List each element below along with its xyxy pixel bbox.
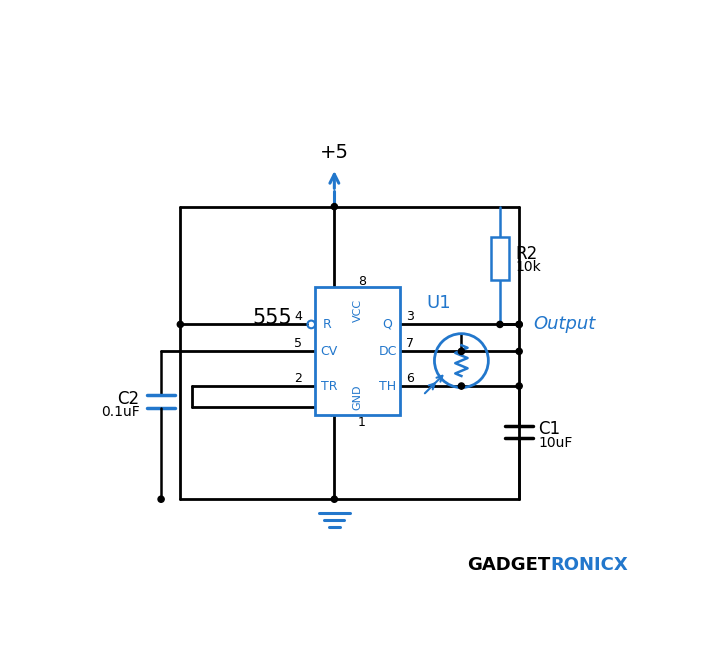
Text: 1: 1 <box>358 416 366 429</box>
Text: 3: 3 <box>406 310 414 324</box>
Text: C1: C1 <box>539 420 561 438</box>
Circle shape <box>516 383 522 389</box>
Text: 4: 4 <box>294 310 302 324</box>
Circle shape <box>331 496 338 503</box>
Text: R2: R2 <box>516 245 538 263</box>
Text: R: R <box>323 318 332 331</box>
Text: GADGET: GADGET <box>467 556 551 573</box>
Circle shape <box>331 204 338 210</box>
Text: 555: 555 <box>253 308 292 328</box>
Text: CV: CV <box>320 345 338 358</box>
Circle shape <box>516 322 522 328</box>
Text: RONICX: RONICX <box>551 556 629 573</box>
Text: 0.1uF: 0.1uF <box>101 405 140 419</box>
Text: 6: 6 <box>406 372 414 385</box>
Text: Q: Q <box>382 318 392 331</box>
Text: 8: 8 <box>358 274 366 288</box>
Text: C2: C2 <box>117 390 140 408</box>
Text: TR: TR <box>320 379 337 392</box>
Text: 10uF: 10uF <box>539 436 573 450</box>
Circle shape <box>516 348 522 355</box>
Text: VCC: VCC <box>353 299 362 322</box>
Text: DC: DC <box>378 345 397 358</box>
Bar <box>315 288 400 414</box>
Text: 5: 5 <box>294 337 302 350</box>
Text: 7: 7 <box>406 337 414 350</box>
Circle shape <box>158 496 164 503</box>
Bar <box>490 237 509 280</box>
Circle shape <box>516 322 522 328</box>
Circle shape <box>497 322 503 328</box>
Circle shape <box>459 348 464 355</box>
Text: 2: 2 <box>294 372 302 385</box>
Text: TH: TH <box>379 379 396 392</box>
Text: GND: GND <box>353 385 362 410</box>
Text: U1: U1 <box>426 294 451 312</box>
Circle shape <box>177 322 184 328</box>
Text: +5: +5 <box>320 143 349 162</box>
Text: Output: Output <box>533 316 595 333</box>
Text: 10k: 10k <box>516 261 541 274</box>
Circle shape <box>459 383 464 389</box>
